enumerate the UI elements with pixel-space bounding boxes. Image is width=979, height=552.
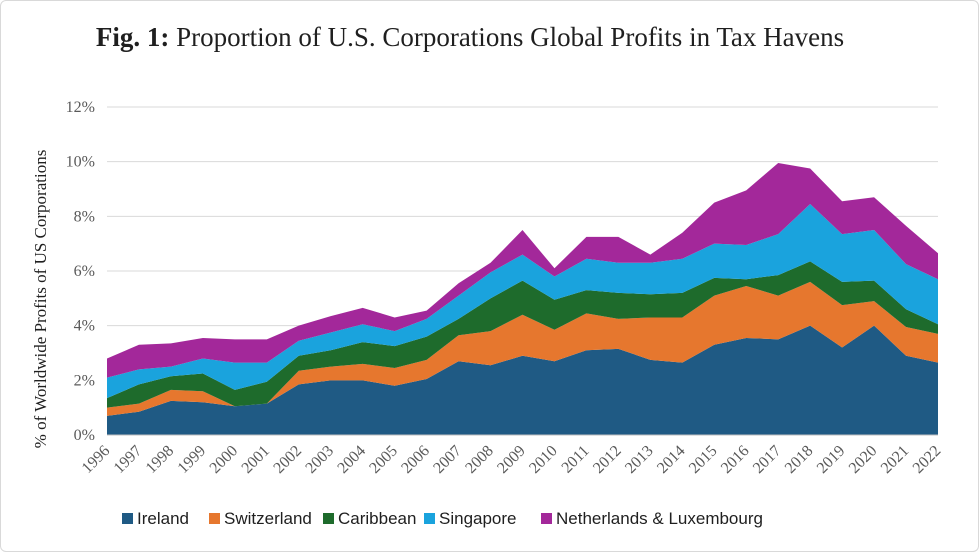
area-singapore bbox=[107, 204, 938, 399]
x-tick-label: 1996 bbox=[79, 442, 114, 477]
legend-label-switzerland: Switzerland bbox=[224, 509, 312, 528]
legend-swatch-singapore bbox=[424, 513, 435, 524]
legend-swatch-ireland bbox=[122, 513, 133, 524]
x-tick-label: 2004 bbox=[334, 442, 369, 477]
chart-title-bold: Fig. 1: bbox=[95, 22, 170, 52]
legend-label-caribbean: Caribbean bbox=[338, 509, 416, 528]
y-tick-label: 6% bbox=[74, 263, 95, 280]
legend-swatch-caribbean bbox=[323, 513, 334, 524]
x-tick-label: 2012 bbox=[590, 442, 625, 477]
y-tick-labels: 0% 2% 4% 6% 8% 10% 12% bbox=[66, 99, 95, 444]
y-tick-label: 12% bbox=[66, 99, 95, 116]
x-tick-label: 2002 bbox=[270, 442, 305, 477]
series-areas bbox=[107, 163, 938, 435]
legend-label-singapore: Singapore bbox=[439, 509, 517, 528]
legend-label-ireland: Ireland bbox=[137, 509, 189, 528]
y-axis-label: % of Worldwide Profits of US Corporation… bbox=[31, 150, 50, 449]
x-tick-label: 2021 bbox=[878, 442, 913, 477]
x-tick-label: 2006 bbox=[398, 442, 433, 477]
y-tick-label: 8% bbox=[74, 208, 95, 225]
x-tick-label: 2018 bbox=[782, 442, 817, 477]
area-caribbean bbox=[107, 261, 938, 408]
x-tick-label: 2011 bbox=[559, 442, 593, 476]
x-tick-label: 2020 bbox=[846, 442, 881, 477]
legend: Ireland Switzerland Caribbean Singapore Neth… bbox=[122, 509, 763, 528]
x-tick-label: 2022 bbox=[910, 442, 945, 477]
area-switzerland bbox=[107, 281, 938, 416]
y-tick-label: 2% bbox=[74, 372, 95, 389]
legend-label-netherlands-luxembourg: Netherlands & Luxembourg bbox=[556, 509, 763, 528]
x-tick-label: 2009 bbox=[494, 442, 529, 477]
x-tick-label: 1997 bbox=[111, 442, 146, 477]
chart-title: Fig. 1: Proportion of U.S. Corporations … bbox=[90, 20, 850, 55]
y-tick-label: 0% bbox=[74, 427, 95, 444]
x-tick-label: 1999 bbox=[175, 442, 210, 477]
x-tick-label: 2010 bbox=[526, 442, 561, 477]
x-tick-label: 2016 bbox=[718, 442, 753, 477]
x-tick-label: 2015 bbox=[686, 442, 721, 477]
x-tick-label: 2014 bbox=[654, 442, 689, 477]
legend-swatch-switzerland bbox=[209, 513, 220, 524]
area-ireland bbox=[107, 325, 938, 435]
area-netherlands-luxembourg bbox=[107, 163, 938, 378]
x-tick-label: 2001 bbox=[239, 442, 274, 477]
x-tick-label: 2007 bbox=[430, 442, 465, 477]
x-tick-label: 2000 bbox=[207, 442, 242, 477]
x-tick-labels: 1996199719981999200020012002200320042005… bbox=[79, 442, 945, 477]
x-tick-label: 2019 bbox=[814, 442, 849, 477]
x-tick-label: 2013 bbox=[622, 442, 657, 477]
y-tick-label: 4% bbox=[74, 318, 95, 335]
y-tick-label: 10% bbox=[66, 154, 95, 171]
legend-swatch-netherlands-luxembourg bbox=[541, 513, 552, 524]
x-tick-label: 2005 bbox=[366, 442, 401, 477]
x-tick-label: 1998 bbox=[143, 442, 178, 477]
chart-title-text: Proportion of U.S. Corporations Global P… bbox=[176, 22, 845, 52]
x-tick-label: 2003 bbox=[302, 442, 337, 477]
x-tick-label: 2017 bbox=[750, 442, 785, 477]
x-tick-label: 2008 bbox=[462, 442, 497, 477]
